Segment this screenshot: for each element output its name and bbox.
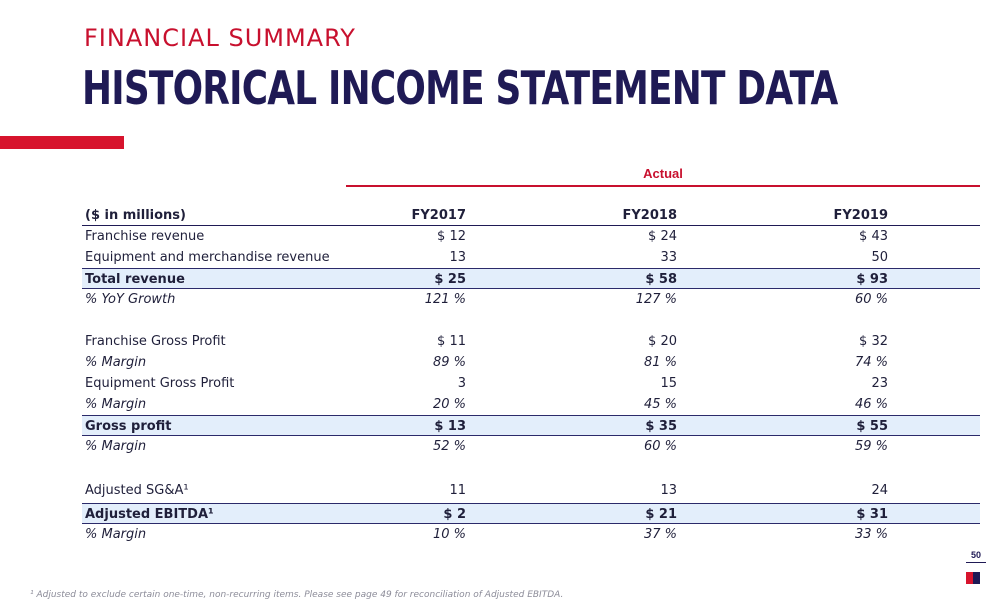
- table-row: % Margin 52 % 60 % 59 %: [82, 436, 980, 457]
- table-row-total: Gross profit $ 13 $ 35 $ 55: [82, 415, 980, 436]
- cell-value: 37 %: [643, 527, 677, 542]
- cell-value: $ 31: [856, 507, 888, 522]
- row-label: % Margin: [85, 355, 147, 370]
- row-label: Franchise Gross Profit: [85, 334, 226, 349]
- cell-value: 20 %: [432, 397, 466, 412]
- page-number: 50: [970, 550, 981, 560]
- row-label: % Margin: [85, 439, 147, 454]
- cell-value: 10 %: [432, 527, 466, 542]
- table-header-row: ($ in millions) FY2017 FY2018 FY2019: [82, 205, 980, 226]
- cell-value: $ 11: [437, 334, 466, 349]
- column-group-label: Actual: [643, 166, 683, 181]
- cell-value: $ 12: [437, 229, 466, 244]
- table-row: % YoY Growth 121 % 127 % 60 %: [82, 289, 980, 310]
- row-label: Adjusted EBITDA¹: [85, 507, 214, 522]
- cell-value: 24: [871, 483, 888, 498]
- logo-red-block: [966, 572, 973, 584]
- table-row: Franchise revenue $ 12 $ 24 $ 43: [82, 226, 980, 247]
- logo-navy-block: [973, 572, 980, 584]
- cell-value: 3: [457, 376, 466, 391]
- cell-value: $ 93: [856, 272, 888, 287]
- section-kicker: FINANCIAL SUMMARY: [84, 24, 356, 52]
- row-label: Equipment Gross Profit: [85, 376, 235, 391]
- table-row: % Margin 20 % 45 % 46 %: [82, 394, 980, 415]
- cell-value: 74 %: [854, 355, 888, 370]
- cell-value: $ 55: [856, 419, 888, 434]
- cell-value: 15: [660, 376, 677, 391]
- table-row: Adjusted SG&A¹ 11 13 24: [82, 480, 980, 501]
- brand-logo-icon: [966, 572, 980, 584]
- cell-value: $ 35: [645, 419, 677, 434]
- column-header-fy2017: FY2017: [411, 208, 466, 223]
- cell-value: 60 %: [643, 439, 677, 454]
- cell-value: $ 24: [648, 229, 677, 244]
- cell-value: 89 %: [432, 355, 466, 370]
- cell-value: 13: [449, 250, 466, 265]
- cell-value: 50: [871, 250, 888, 265]
- cell-value: $ 58: [645, 272, 677, 287]
- row-label: % YoY Growth: [85, 292, 176, 307]
- row-label: Gross profit: [85, 419, 172, 434]
- cell-value: $ 25: [434, 272, 466, 287]
- table-row: Equipment and merchandise revenue 13 33 …: [82, 247, 980, 268]
- row-label: Equipment and merchandise revenue: [85, 250, 330, 265]
- cell-value: 81 %: [643, 355, 677, 370]
- table-row: Equipment Gross Profit 3 15 23: [82, 373, 980, 394]
- row-label: % Margin: [85, 527, 147, 542]
- table-row-total: Adjusted EBITDA¹ $ 2 $ 21 $ 31: [82, 503, 980, 524]
- column-header-fy2019: FY2019: [833, 208, 888, 223]
- page-title: HISTORICAL INCOME STATEMENT DATA: [82, 61, 838, 115]
- cell-value: $ 13: [434, 419, 466, 434]
- cell-value: $ 32: [859, 334, 888, 349]
- column-header-fy2018: FY2018: [622, 208, 677, 223]
- table-row: % Margin 89 % 81 % 74 %: [82, 352, 980, 373]
- cell-value: 33: [660, 250, 677, 265]
- cell-value: 23: [871, 376, 888, 391]
- units-header: ($ in millions): [85, 208, 186, 223]
- cell-value: $ 43: [859, 229, 888, 244]
- cell-value: 52 %: [432, 439, 466, 454]
- cell-value: $ 2: [443, 507, 466, 522]
- row-label: % Margin: [85, 397, 147, 412]
- cell-value: 33 %: [854, 527, 888, 542]
- cell-value: $ 20: [648, 334, 677, 349]
- table-row-total: Total revenue $ 25 $ 58 $ 93: [82, 268, 980, 289]
- row-label: Franchise revenue: [85, 229, 205, 244]
- cell-value: 60 %: [854, 292, 888, 307]
- accent-bar: [0, 136, 124, 149]
- income-statement-table: ($ in millions) FY2017 FY2018 FY2019 Fra…: [82, 205, 980, 545]
- cell-value: 46 %: [854, 397, 888, 412]
- row-label: Adjusted SG&A¹: [85, 483, 189, 498]
- table-row: Franchise Gross Profit $ 11 $ 20 $ 32: [82, 331, 980, 352]
- column-group-rule: [346, 185, 980, 187]
- cell-value: 13: [660, 483, 677, 498]
- table-row: % Margin 10 % 37 % 33 %: [82, 524, 980, 545]
- row-spacer: [82, 310, 980, 331]
- page-number-rule: [966, 562, 986, 563]
- cell-value: 45 %: [643, 397, 677, 412]
- row-spacer: [82, 457, 980, 480]
- cell-value: 11: [449, 483, 466, 498]
- cell-value: 127 %: [635, 292, 677, 307]
- cell-value: 121 %: [424, 292, 466, 307]
- cell-value: $ 21: [645, 507, 677, 522]
- footnote: ¹ Adjusted to exclude certain one-time, …: [30, 590, 564, 600]
- cell-value: 59 %: [854, 439, 888, 454]
- row-label: Total revenue: [85, 272, 185, 287]
